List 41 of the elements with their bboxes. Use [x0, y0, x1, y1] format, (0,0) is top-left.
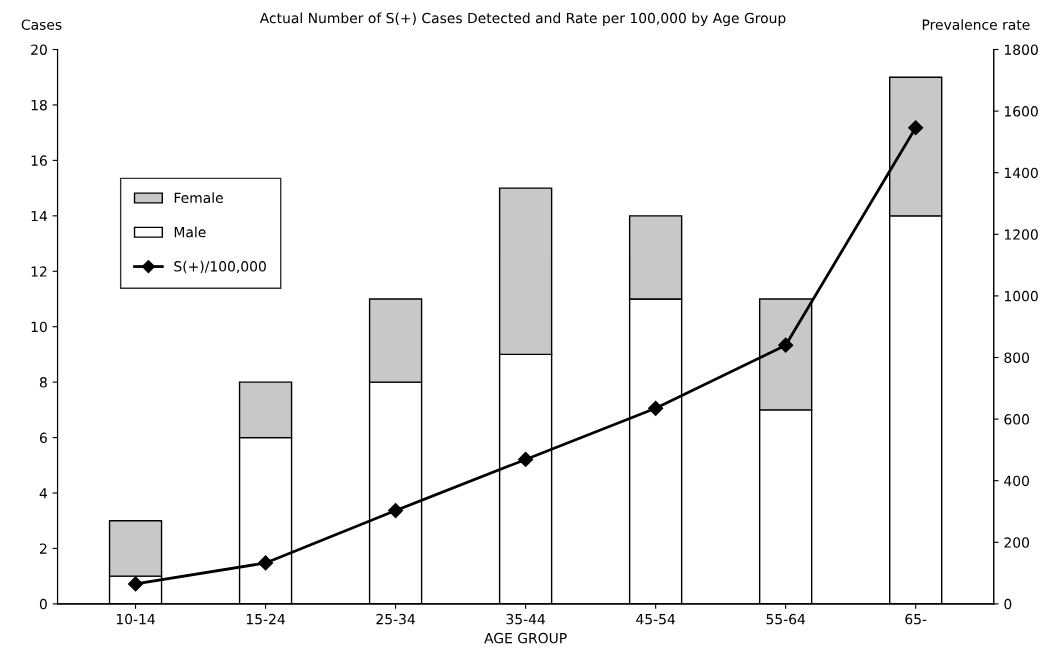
y-tick-label: 16 — [31, 155, 47, 166]
y2-tick-label: 0 — [1004, 598, 1012, 610]
y-tick-label: 18 — [31, 99, 47, 111]
y2-tick-label: 1200 — [1004, 229, 1038, 240]
legend-label: S(+)/100,000 — [174, 260, 266, 274]
y-tick-label: 10 — [31, 321, 47, 333]
y-tick-label: 14 — [31, 210, 48, 222]
y2-tick-label: 600 — [1004, 414, 1030, 425]
legend-label: Male — [174, 226, 206, 238]
y2-tick-label: 1000 — [1004, 290, 1038, 302]
y-tick-label: 20 — [31, 44, 47, 55]
chart-title: Actual Number of S(+) Cases Detected and Rate per 100,000 by Age Group — [259, 12, 786, 26]
x-tick-label: 10-14 — [116, 613, 155, 625]
y-tick-label: 8 — [39, 377, 47, 388]
y-tick-label: 2 — [39, 543, 47, 554]
y2-axis-title: Prevalence rate — [922, 19, 1030, 30]
y-axis-title: Cases — [21, 19, 62, 30]
y-tick-label: 0 — [39, 598, 47, 610]
y2-tick-label: 1800 — [1004, 44, 1038, 55]
legend-label: Female — [174, 192, 223, 204]
point — [257, 555, 274, 571]
y-tick-label: 12 — [31, 266, 47, 277]
y-tick-label: 4 — [39, 488, 48, 499]
x-tick-label: 45-54 — [636, 614, 676, 625]
x-tick-label: 15-24 — [246, 613, 285, 625]
y2-tick-label: 800 — [1004, 352, 1030, 363]
x-tick-label: 35-44 — [506, 613, 546, 625]
point — [908, 120, 924, 136]
x-tick-label: 55-64 — [766, 613, 806, 625]
point — [778, 337, 794, 353]
y2-tick-label: 1400 — [1004, 167, 1038, 179]
x-tick-label: 25-34 — [376, 613, 415, 625]
x-axis-title: AGE GROUP — [484, 632, 567, 644]
point — [518, 451, 534, 468]
point — [648, 400, 664, 416]
y2-tick-label: 200 — [1004, 537, 1030, 548]
x-tick-label: 65- — [905, 613, 927, 625]
y2-tick-label: 400 — [1004, 475, 1030, 487]
y2-tick-label: 1600 — [1004, 106, 1038, 117]
point — [388, 503, 404, 519]
y-tick-label: 6 — [39, 432, 47, 444]
